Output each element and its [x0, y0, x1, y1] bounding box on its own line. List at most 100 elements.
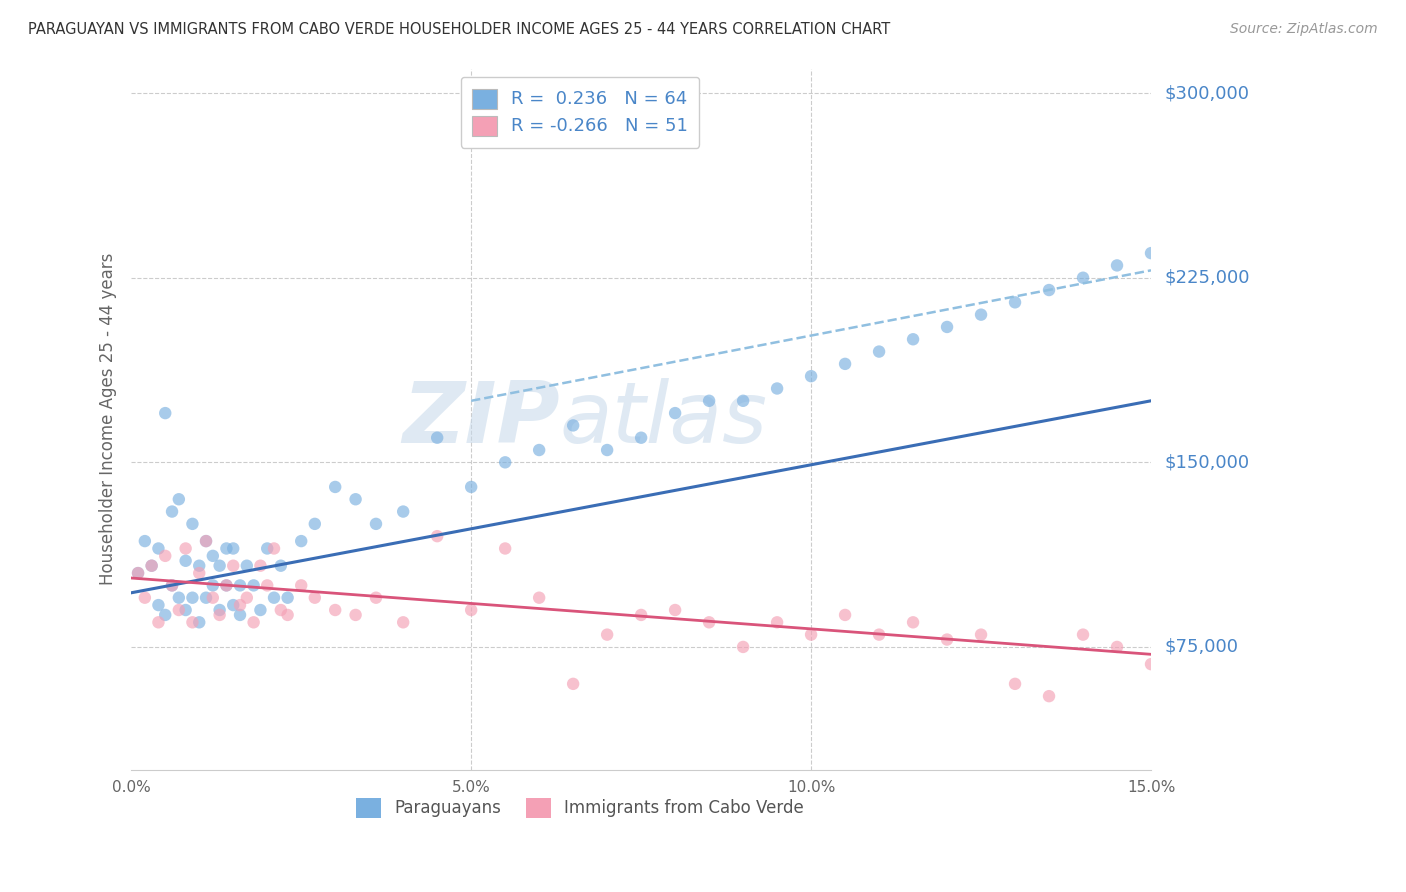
- Point: [664, 406, 686, 420]
- Text: $225,000: $225,000: [1166, 268, 1250, 286]
- Point: [304, 516, 326, 531]
- Point: [188, 615, 211, 630]
- Point: [160, 578, 183, 592]
- Point: [901, 332, 924, 346]
- Point: [181, 516, 204, 531]
- Point: [270, 603, 292, 617]
- Point: [222, 541, 245, 556]
- Point: [562, 418, 585, 433]
- Point: [936, 320, 959, 334]
- Point: [167, 492, 190, 507]
- Text: atlas: atlas: [560, 377, 768, 461]
- Point: [290, 534, 312, 549]
- Point: [181, 591, 204, 605]
- Point: [1071, 627, 1094, 641]
- Point: [766, 382, 789, 396]
- Point: [1105, 259, 1128, 273]
- Point: [460, 480, 482, 494]
- Point: [174, 554, 197, 568]
- Point: [562, 677, 585, 691]
- Point: [242, 578, 264, 592]
- Point: [127, 566, 149, 580]
- Point: [195, 534, 218, 549]
- Point: [364, 591, 387, 605]
- Point: [181, 615, 204, 630]
- Point: [834, 357, 856, 371]
- Point: [222, 598, 245, 612]
- Point: [868, 627, 890, 641]
- Point: [141, 558, 163, 573]
- Point: [277, 607, 299, 622]
- Point: [208, 607, 231, 622]
- Point: [970, 627, 993, 641]
- Point: [236, 591, 259, 605]
- Point: [1038, 283, 1060, 297]
- Point: [148, 598, 170, 612]
- Point: [733, 640, 755, 654]
- Point: [201, 549, 224, 563]
- Point: [215, 578, 238, 592]
- Point: [596, 627, 619, 641]
- Point: [270, 558, 292, 573]
- Point: [1004, 295, 1026, 310]
- Point: [494, 541, 516, 556]
- Point: [236, 558, 259, 573]
- Point: [936, 632, 959, 647]
- Point: [277, 591, 299, 605]
- Point: [215, 541, 238, 556]
- Point: [494, 455, 516, 469]
- Point: [1105, 640, 1128, 654]
- Legend: Paraguayans, Immigrants from Cabo Verde: Paraguayans, Immigrants from Cabo Verde: [349, 791, 811, 825]
- Point: [195, 534, 218, 549]
- Point: [155, 406, 177, 420]
- Point: [800, 369, 823, 384]
- Point: [1038, 689, 1060, 703]
- Point: [290, 578, 312, 592]
- Point: [134, 534, 156, 549]
- Point: [229, 578, 252, 592]
- Point: [167, 591, 190, 605]
- Point: [256, 541, 278, 556]
- Point: [174, 541, 197, 556]
- Point: [733, 393, 755, 408]
- Point: [263, 541, 285, 556]
- Point: [242, 615, 264, 630]
- Point: [263, 591, 285, 605]
- Point: [323, 480, 346, 494]
- Point: [970, 308, 993, 322]
- Point: [208, 558, 231, 573]
- Point: [766, 615, 789, 630]
- Point: [148, 541, 170, 556]
- Point: [141, 558, 163, 573]
- Point: [834, 607, 856, 622]
- Point: [392, 615, 415, 630]
- Point: [630, 431, 652, 445]
- Point: [188, 566, 211, 580]
- Point: [155, 607, 177, 622]
- Point: [697, 615, 720, 630]
- Point: [208, 603, 231, 617]
- Text: PARAGUAYAN VS IMMIGRANTS FROM CABO VERDE HOUSEHOLDER INCOME AGES 25 - 44 YEARS C: PARAGUAYAN VS IMMIGRANTS FROM CABO VERDE…: [28, 22, 890, 37]
- Point: [630, 607, 652, 622]
- Point: [1004, 677, 1026, 691]
- Point: [364, 516, 387, 531]
- Point: [256, 578, 278, 592]
- Point: [195, 591, 218, 605]
- Point: [167, 603, 190, 617]
- Text: Source: ZipAtlas.com: Source: ZipAtlas.com: [1230, 22, 1378, 37]
- Point: [188, 558, 211, 573]
- Point: [160, 578, 183, 592]
- Point: [527, 443, 550, 458]
- Point: [460, 603, 482, 617]
- Point: [215, 578, 238, 592]
- Point: [249, 558, 271, 573]
- Text: $150,000: $150,000: [1166, 453, 1250, 471]
- Point: [249, 603, 271, 617]
- Point: [229, 598, 252, 612]
- Point: [527, 591, 550, 605]
- Point: [868, 344, 890, 359]
- Point: [426, 431, 449, 445]
- Point: [229, 607, 252, 622]
- Point: [160, 504, 183, 518]
- Point: [304, 591, 326, 605]
